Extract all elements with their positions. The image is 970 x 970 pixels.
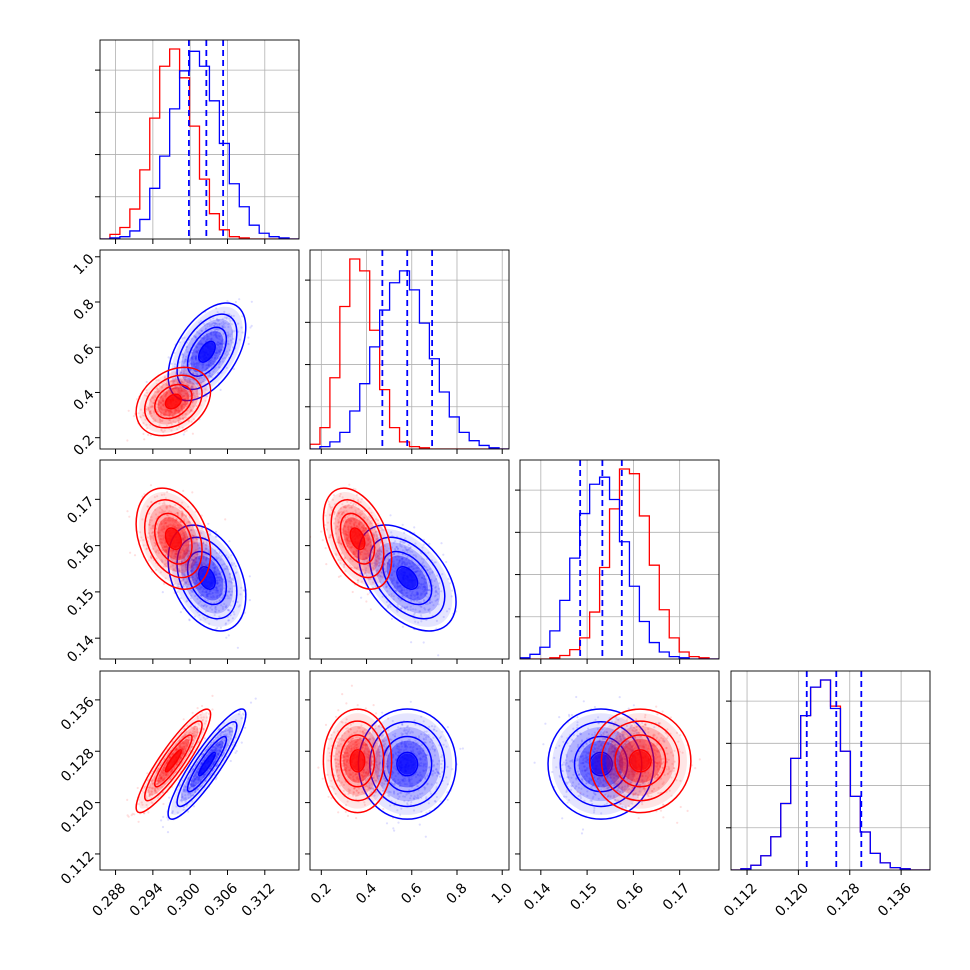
panel-frame <box>99 39 300 240</box>
y-tick-label: 0.120 <box>58 797 98 837</box>
y-tick-label: 0.128 <box>58 746 98 786</box>
x-tick-label: 0.6 <box>398 880 425 907</box>
x-tick-label: 0.288 <box>89 880 129 920</box>
x-tick-label: 0.120 <box>772 880 812 920</box>
y-tick-label: 1.0 <box>71 251 98 278</box>
panel-1-1 <box>305 249 510 454</box>
panel-1-0 <box>95 249 300 454</box>
panel-frame <box>519 670 720 871</box>
x-tick-label: 0.312 <box>239 880 279 920</box>
x-tick-label: 0.14 <box>521 880 554 913</box>
x-tick-label: 0.4 <box>353 880 380 907</box>
density-series-0 <box>362 713 453 815</box>
histogram-series-0 <box>520 476 719 659</box>
y-tick-label: 0.8 <box>71 296 98 323</box>
x-tick-label: 0.17 <box>660 880 693 913</box>
histogram-series-1 <box>520 468 719 659</box>
histogram-series-1 <box>310 258 509 449</box>
x-tick-label: 0.294 <box>127 880 167 920</box>
contour-series-0 <box>167 708 247 820</box>
grid <box>310 250 509 449</box>
panel-frame <box>99 670 300 871</box>
contour-series-1 <box>135 487 212 590</box>
panel-2-0 <box>95 459 300 664</box>
y-tick-label: 0.16 <box>64 540 97 573</box>
histogram-series-0 <box>731 679 930 870</box>
y-tick-label: 0.2 <box>71 432 98 459</box>
x-tick-label: 0.136 <box>875 880 915 920</box>
x-tick-label: 0.2 <box>308 880 335 907</box>
histogram-series-0 <box>310 270 509 449</box>
density-series-1 <box>326 492 389 586</box>
y-tick-label: 0.14 <box>64 632 97 665</box>
contour-series-1 <box>589 708 692 814</box>
panel-frame <box>99 249 300 450</box>
panel-frame <box>730 670 931 871</box>
density-series-1 <box>326 713 389 809</box>
panel-3-2 <box>515 670 720 875</box>
y-tick-label: 0.112 <box>58 848 98 888</box>
x-tick-label: 0.16 <box>614 880 647 913</box>
x-tick-label: 0.8 <box>444 880 471 907</box>
grid <box>100 40 299 239</box>
panel-frame <box>309 459 510 660</box>
panel-3-1 <box>305 670 510 875</box>
panel-3-3 <box>726 670 931 875</box>
y-tick-label: 0.17 <box>64 494 97 527</box>
panel-frame <box>519 459 720 660</box>
density-series-1 <box>593 713 687 809</box>
contour-series-1 <box>322 487 393 590</box>
x-tick-label: 0.306 <box>201 880 241 920</box>
panel-frame <box>309 670 510 871</box>
x-tick-label: 1.0 <box>489 880 516 907</box>
contour-series-1 <box>135 708 212 814</box>
contour-series-1 <box>322 708 393 814</box>
histogram-series-1 <box>100 48 299 239</box>
x-tick-label: 0.15 <box>567 880 600 913</box>
x-tick-label: 0.128 <box>824 880 864 920</box>
panel-2-2 <box>515 459 720 664</box>
y-tick-label: 0.6 <box>71 342 98 369</box>
contour-series-0 <box>547 708 655 820</box>
panel-0-0 <box>95 39 300 244</box>
contour-series-0 <box>357 524 457 632</box>
contour-series-1 <box>135 366 212 437</box>
y-tick-label: 0.15 <box>64 586 97 619</box>
panel-3-0 <box>95 670 300 875</box>
x-tick-label: 0.300 <box>164 880 204 920</box>
scatter-series-0 <box>145 298 253 436</box>
y-tick-label: 0.4 <box>71 387 98 414</box>
x-tick-label: 0.112 <box>721 880 761 920</box>
panel-frame <box>99 459 300 660</box>
panel-2-1 <box>305 459 510 664</box>
histogram-series-0 <box>100 50 299 239</box>
density-series-0 <box>362 529 453 627</box>
panel-frame <box>309 249 510 450</box>
y-tick-label: 0.136 <box>58 694 98 734</box>
